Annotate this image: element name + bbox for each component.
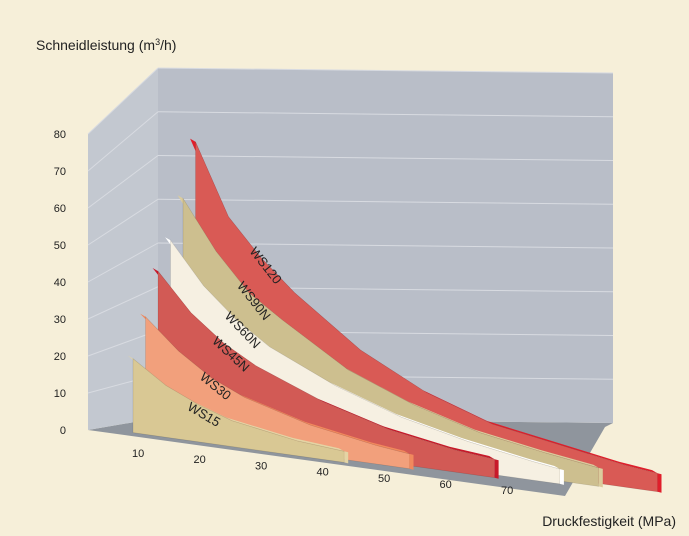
y-axis-label: Schneidleistung (m3/h) [36, 37, 176, 53]
gridline-side [87, 242, 159, 283]
series-cap [657, 473, 662, 493]
y-tick-label: 80 [54, 129, 66, 141]
y-axis-ticks: 0 10 20 30 40 50 60 70 80 [54, 129, 66, 437]
gridline-side [87, 67, 159, 135]
y-tick-label: 0 [60, 425, 66, 437]
gridline-side [87, 286, 159, 320]
x-tick-label: 10 [132, 448, 144, 460]
series-cap [494, 459, 499, 479]
series-cap [559, 469, 564, 485]
y-tick-label: 50 [54, 240, 66, 252]
y-tick-label: 40 [54, 277, 66, 289]
x-tick-label: 50 [378, 473, 390, 485]
y-tick-label: 30 [54, 314, 66, 326]
gridline-back [157, 198, 614, 205]
x-tick-label: 40 [317, 467, 329, 479]
x-axis-ticks: 10 20 30 40 50 60 70 [132, 448, 513, 497]
y-tick-label: 70 [54, 166, 66, 178]
x-tick-label: 30 [255, 460, 267, 472]
gridline-back [157, 155, 614, 161]
chart-side-wall [88, 68, 158, 430]
gridline-side [87, 155, 159, 209]
series-cap [598, 467, 603, 488]
x-axis-label: Druckfestigkeit (MPa) [542, 513, 676, 529]
y-tick-label: 60 [54, 203, 66, 215]
y-tick-label: 10 [54, 388, 66, 400]
x-tick-label: 20 [194, 454, 206, 466]
x-tick-label: 60 [440, 479, 452, 491]
y-tick-label: 20 [54, 351, 66, 363]
series-cap [409, 453, 414, 470]
gridline-side [87, 198, 159, 246]
series-cap [344, 451, 349, 464]
gridline-back [157, 111, 614, 118]
gridline-side [87, 111, 159, 172]
gridline-back [157, 67, 614, 74]
gridlines [87, 67, 614, 394]
x-tick-label: 70 [501, 485, 513, 497]
